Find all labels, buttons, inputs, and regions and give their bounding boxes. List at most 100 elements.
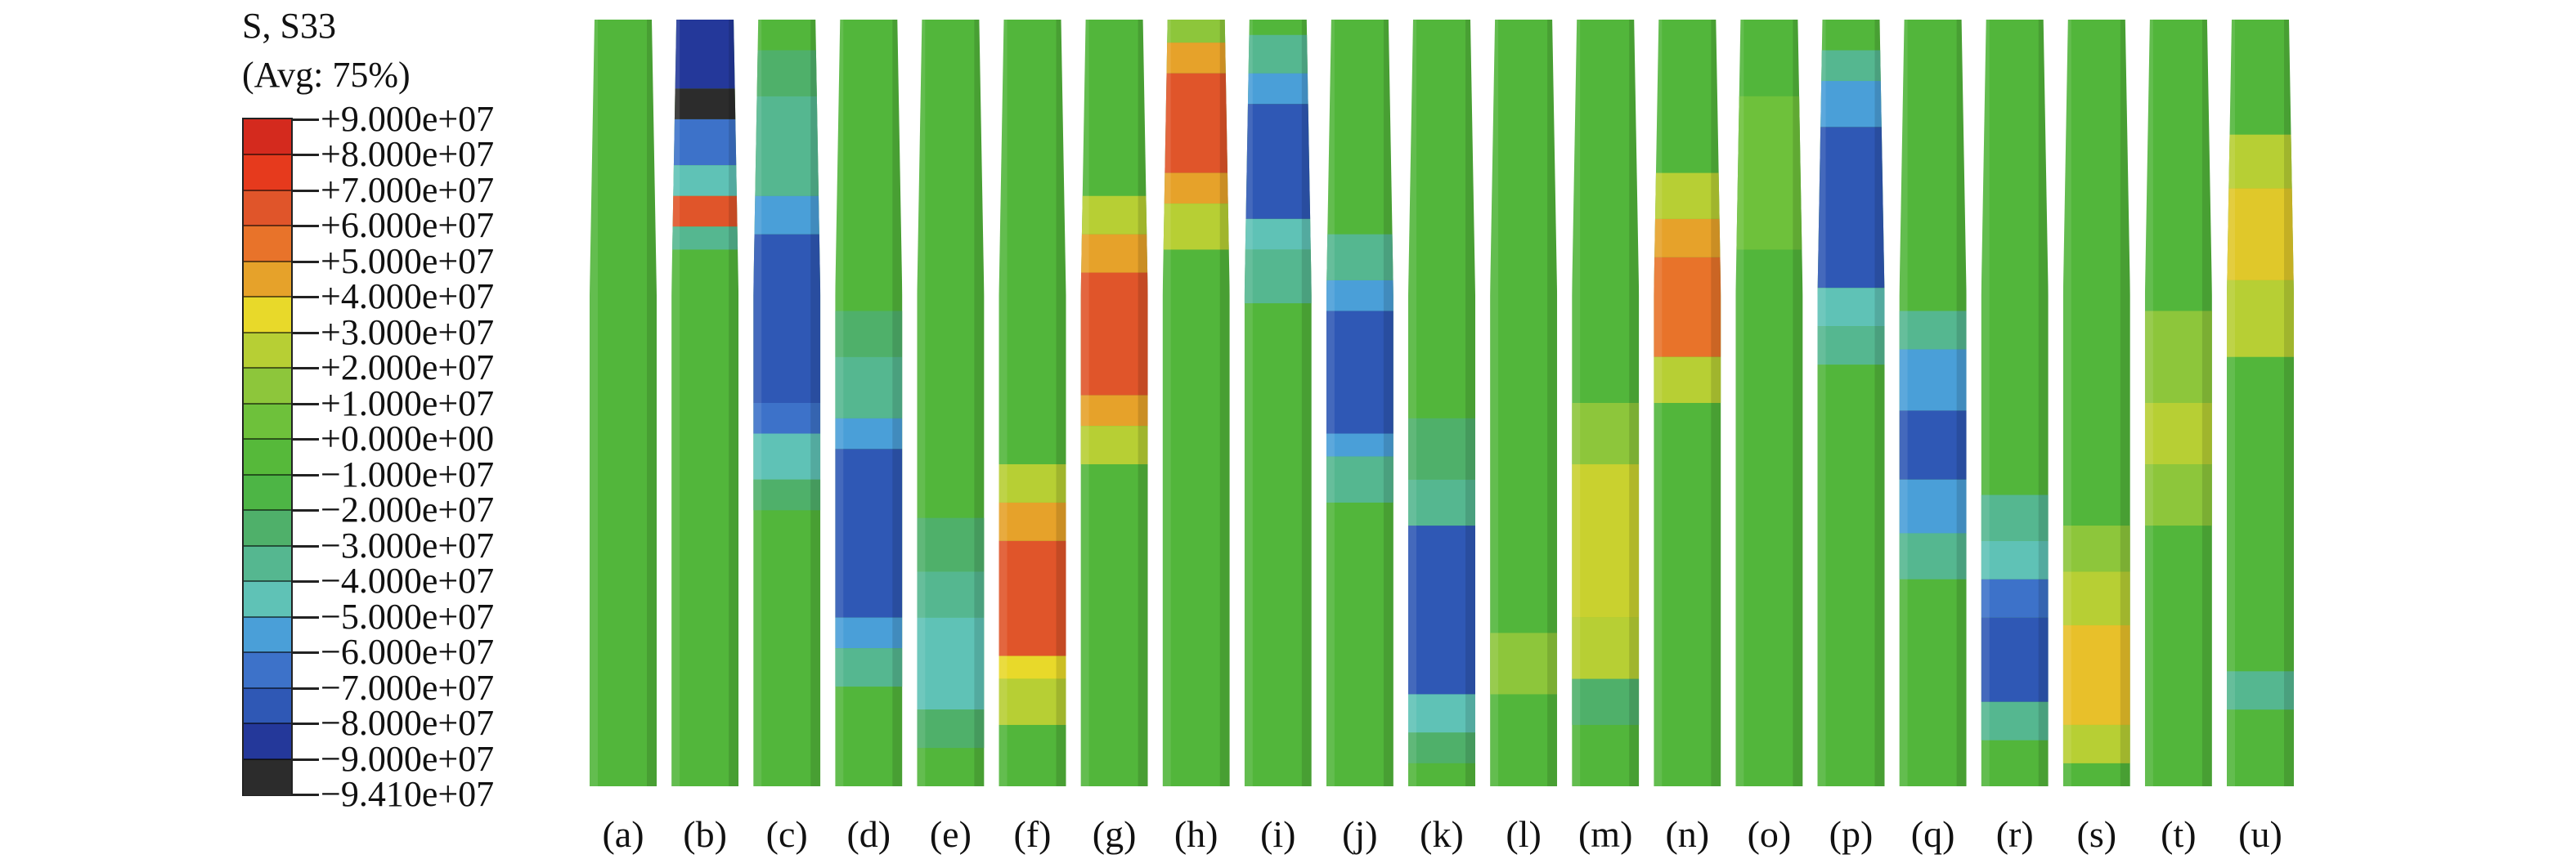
stress-band bbox=[753, 96, 821, 196]
panel-shadow bbox=[1711, 20, 1721, 786]
contour-panel bbox=[1408, 20, 1475, 786]
stress-band bbox=[2227, 134, 2294, 189]
colorbar-divider bbox=[244, 225, 291, 227]
stress-band bbox=[1162, 172, 1230, 204]
contour-panel bbox=[1899, 20, 1967, 786]
stress-band bbox=[1244, 104, 1312, 219]
stress-band bbox=[1817, 50, 1885, 82]
legend-variable: S, S33 bbox=[242, 6, 336, 46]
panel-shadow bbox=[647, 20, 657, 786]
stress-band bbox=[917, 517, 985, 572]
stress-band bbox=[999, 502, 1066, 541]
stress-band bbox=[671, 20, 739, 89]
stress-band bbox=[1408, 694, 1475, 733]
stress-band bbox=[2227, 280, 2294, 357]
stress-band bbox=[835, 418, 903, 450]
stress-band bbox=[1572, 678, 1640, 725]
colorbar-tick-label: +1.000e+07 bbox=[321, 383, 495, 423]
stress-band bbox=[2062, 724, 2130, 763]
stress-band bbox=[999, 464, 1066, 503]
panel-shadow bbox=[1219, 20, 1230, 786]
colorbar-divider bbox=[244, 758, 291, 760]
colorbar-divider bbox=[244, 438, 291, 441]
stress-band bbox=[1326, 311, 1393, 434]
panel-highlight bbox=[835, 20, 844, 786]
colorbar-tick-label: −9.000e+07 bbox=[321, 738, 495, 779]
contour-panel bbox=[1244, 20, 1312, 786]
stress-band bbox=[753, 195, 821, 235]
panel-label: (b) bbox=[683, 813, 727, 855]
stress-band bbox=[1817, 288, 1885, 327]
panel-highlight bbox=[1654, 20, 1663, 786]
colorbar-cell bbox=[244, 368, 291, 405]
colorbar-tick-label: −5.000e+07 bbox=[321, 596, 495, 637]
stress-band bbox=[1490, 633, 1558, 695]
panel-label: (o) bbox=[1747, 813, 1792, 855]
panel-label: (g) bbox=[1092, 813, 1137, 855]
colorbar-tick bbox=[293, 687, 319, 690]
colorbar-cell bbox=[244, 510, 291, 547]
panel-shadow bbox=[810, 20, 821, 786]
stress-band bbox=[1408, 479, 1475, 526]
stress-band bbox=[2062, 571, 2130, 626]
stress-band bbox=[753, 50, 821, 96]
panel-shadow bbox=[1793, 20, 1803, 786]
colorbar-divider bbox=[244, 509, 291, 512]
stress-band bbox=[835, 356, 903, 418]
colorbar-tick-label: +8.000e+07 bbox=[321, 134, 495, 175]
stress-band bbox=[671, 88, 739, 119]
panel-shadow bbox=[1383, 20, 1393, 786]
stress-band bbox=[835, 311, 903, 357]
colorbar-divider bbox=[244, 154, 291, 156]
colorbar-divider bbox=[244, 723, 291, 725]
colorbar-tick bbox=[293, 615, 319, 619]
contour-panel bbox=[753, 20, 821, 786]
panel-shadow bbox=[2120, 20, 2130, 786]
contour-panel bbox=[999, 20, 1066, 786]
contour-panel bbox=[1162, 20, 1230, 786]
stress-band bbox=[2227, 188, 2294, 280]
colorbar-cell bbox=[244, 403, 291, 441]
stress-band bbox=[917, 571, 985, 618]
stress-band bbox=[1572, 403, 1640, 465]
stress-band bbox=[753, 234, 821, 403]
panel-highlight bbox=[2144, 20, 2153, 786]
colorbar-tick bbox=[293, 580, 319, 584]
colorbar-cell bbox=[244, 581, 291, 618]
stress-band bbox=[1981, 579, 2049, 618]
colorbar-divider bbox=[244, 687, 291, 689]
colorbar-tick bbox=[293, 189, 319, 192]
stress-band bbox=[1080, 272, 1148, 396]
colorbar-tick bbox=[293, 651, 319, 655]
stress-band bbox=[1244, 73, 1312, 105]
panel-highlight bbox=[917, 20, 926, 786]
colorbar-divider bbox=[244, 189, 291, 191]
colorbar-cell bbox=[244, 439, 291, 476]
panel-highlight bbox=[999, 20, 1008, 786]
panel-label: (c) bbox=[765, 813, 808, 855]
contour-panel bbox=[1817, 20, 1885, 786]
panel-highlight bbox=[1735, 20, 1744, 786]
contour-panel bbox=[590, 20, 657, 786]
stress-band bbox=[1981, 701, 2049, 740]
stress-band bbox=[1817, 326, 1885, 365]
stress-band bbox=[671, 195, 739, 227]
stress-band bbox=[835, 617, 903, 649]
stress-band bbox=[753, 403, 821, 434]
panel-shadow bbox=[1629, 20, 1640, 786]
colorbar-tick bbox=[293, 367, 319, 370]
panel-label: (q) bbox=[1910, 813, 1955, 855]
legend-colorbar bbox=[242, 118, 293, 796]
stress-band bbox=[1408, 418, 1475, 480]
colorbar-tick bbox=[293, 723, 319, 726]
stress-band bbox=[1981, 494, 2049, 541]
stress-band bbox=[1162, 43, 1230, 74]
panel-label: (e) bbox=[929, 813, 972, 855]
stress-band bbox=[1817, 127, 1885, 289]
panel-highlight bbox=[2062, 20, 2071, 786]
panel-label: (k) bbox=[1420, 813, 1464, 855]
colorbar-divider bbox=[244, 296, 291, 298]
colorbar-divider bbox=[244, 615, 291, 618]
contour-panel bbox=[2227, 20, 2294, 786]
